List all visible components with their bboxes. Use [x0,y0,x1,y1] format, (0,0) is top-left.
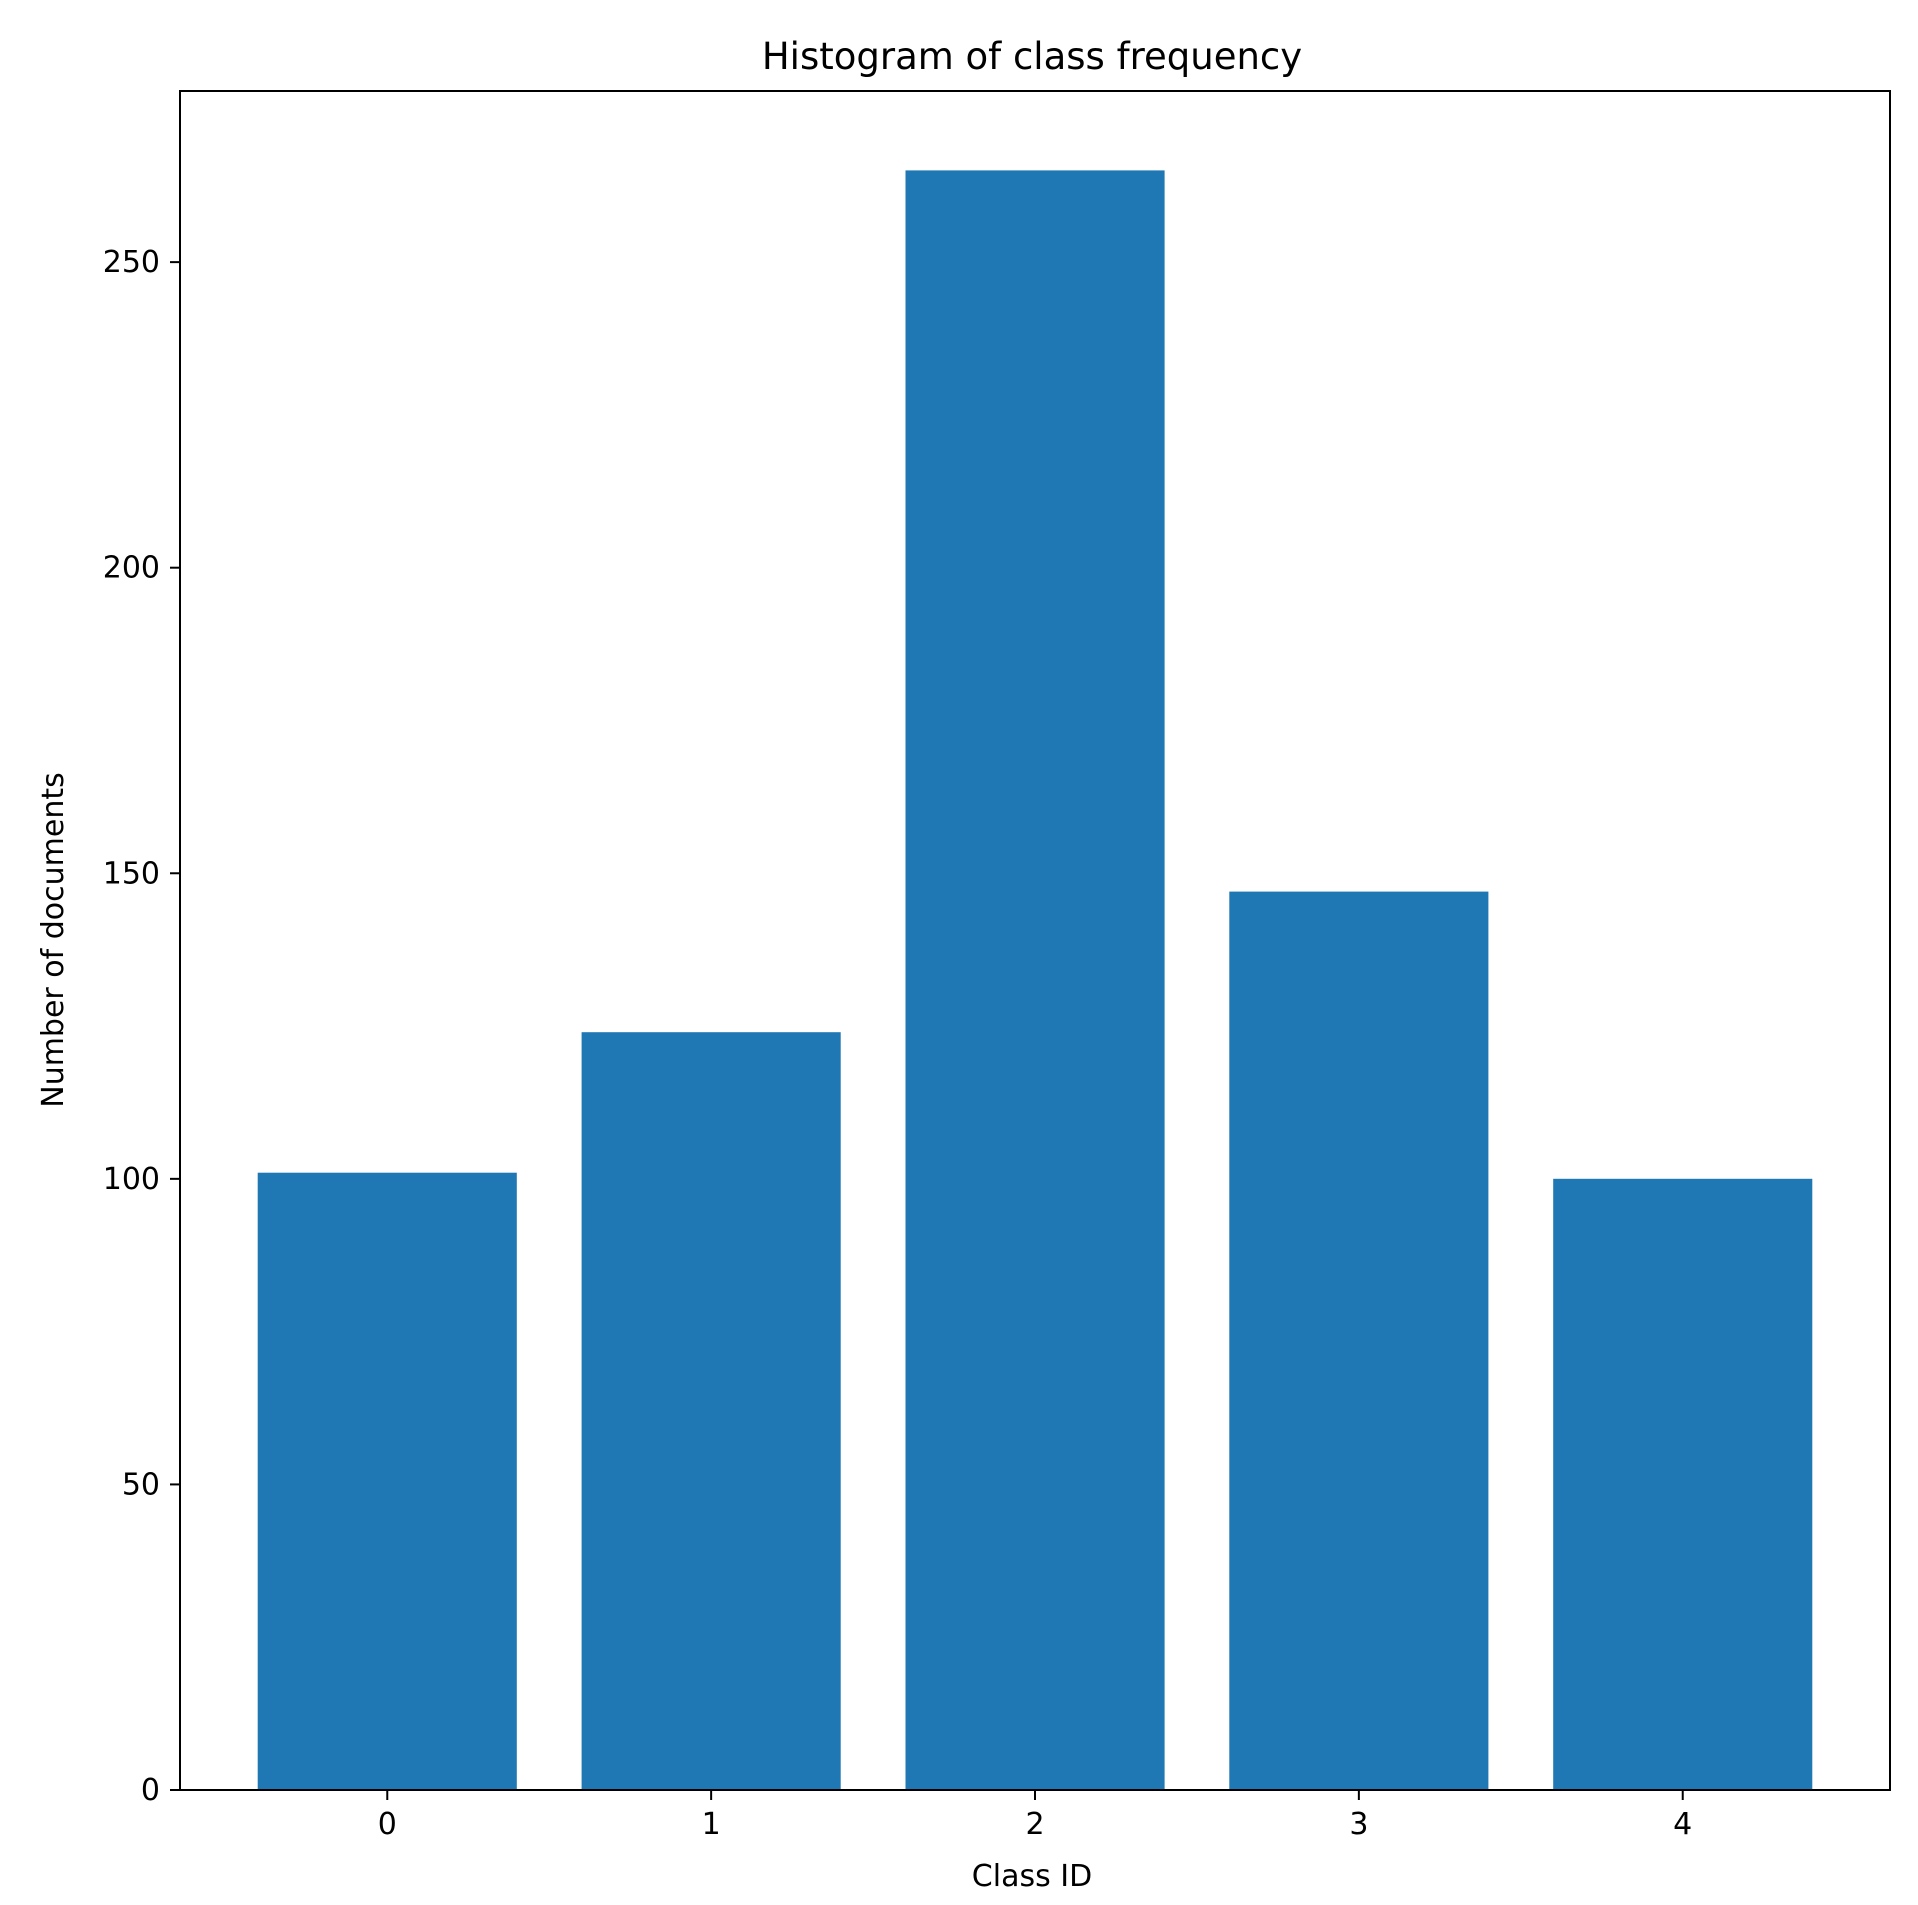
x-tick-label: 4 [1673,1807,1692,1842]
y-axis-label: Number of documents [36,772,71,1108]
y-tick-label: 50 [122,1467,160,1502]
bar-class-2 [905,170,1165,1790]
x-tick-label: 3 [1349,1807,1368,1842]
y-tick-label: 200 [103,551,160,586]
bar-class-3 [1229,891,1489,1790]
y-tick-label: 250 [103,245,160,280]
bar-class-0 [257,1172,517,1790]
x-axis-ticks: 0 1 2 3 4 [378,1790,1692,1842]
y-tick-label: 150 [103,856,160,891]
x-tick-label: 2 [1025,1807,1044,1842]
x-axis-label: Class ID [972,1859,1092,1894]
bars-layer [257,170,1813,1790]
chart-title: Histogram of class frequency [762,35,1302,78]
bar-class-1 [581,1032,841,1790]
x-tick-label: 0 [378,1807,397,1842]
y-tick-label: 100 [103,1162,160,1197]
bar-class-4 [1553,1178,1813,1790]
y-axis-ticks: 0 50 100 150 200 250 [103,245,180,1808]
x-tick-label: 1 [702,1807,721,1842]
y-tick-label: 0 [141,1773,160,1808]
